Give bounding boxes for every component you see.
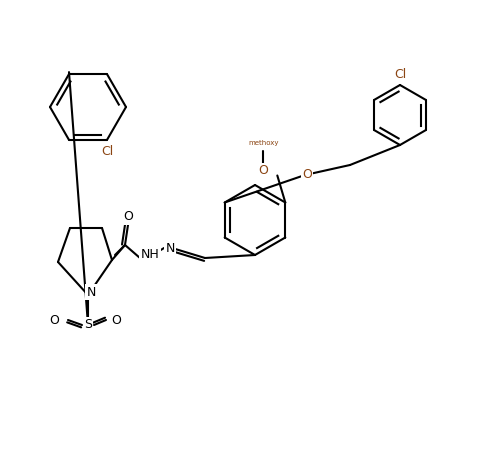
Text: N: N	[165, 242, 174, 255]
Text: S: S	[84, 318, 92, 332]
Text: Cl: Cl	[394, 68, 406, 81]
Text: N: N	[86, 286, 96, 298]
Text: Cl: Cl	[101, 146, 113, 158]
Text: NH: NH	[141, 249, 160, 261]
Text: O: O	[49, 314, 59, 327]
Text: methoxy: methoxy	[248, 140, 279, 146]
Text: O: O	[123, 211, 133, 224]
Text: O: O	[258, 164, 268, 177]
Text: O: O	[111, 314, 121, 327]
Text: O: O	[302, 169, 312, 182]
